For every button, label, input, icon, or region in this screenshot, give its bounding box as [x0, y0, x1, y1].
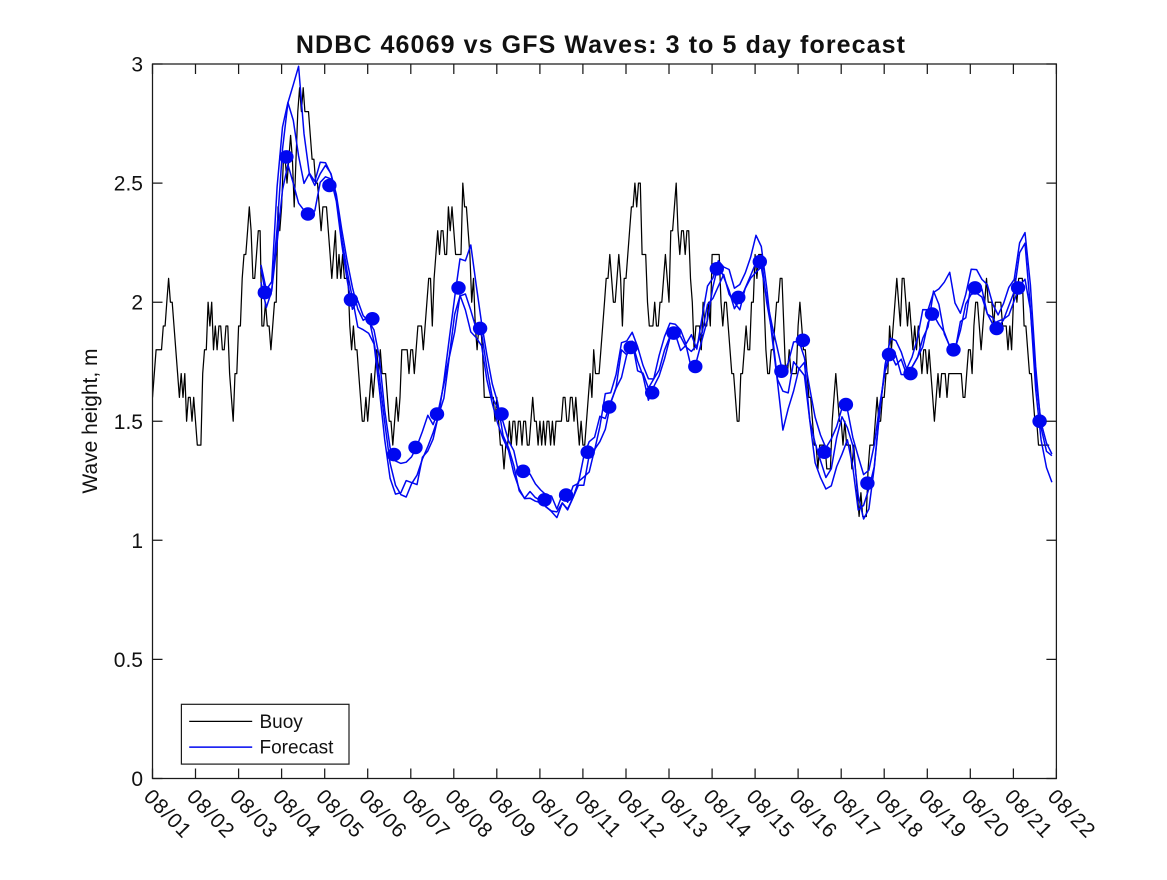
svg-text:Buoy: Buoy	[260, 712, 304, 733]
svg-text:0.5: 0.5	[114, 649, 143, 672]
svg-text:2: 2	[131, 292, 143, 315]
svg-text:Wave height, m: Wave height, m	[79, 348, 102, 493]
svg-text:0: 0	[131, 768, 143, 791]
svg-text:NDBC 46069 vs GFS Waves: 3 to: NDBC 46069 vs GFS Waves: 3 to 5 day fore…	[296, 31, 906, 59]
svg-text:2.5: 2.5	[114, 173, 143, 196]
svg-text:1: 1	[131, 530, 143, 553]
svg-text:Forecast: Forecast	[260, 738, 335, 759]
svg-text:1.5: 1.5	[114, 411, 143, 434]
svg-text:3: 3	[131, 54, 143, 77]
